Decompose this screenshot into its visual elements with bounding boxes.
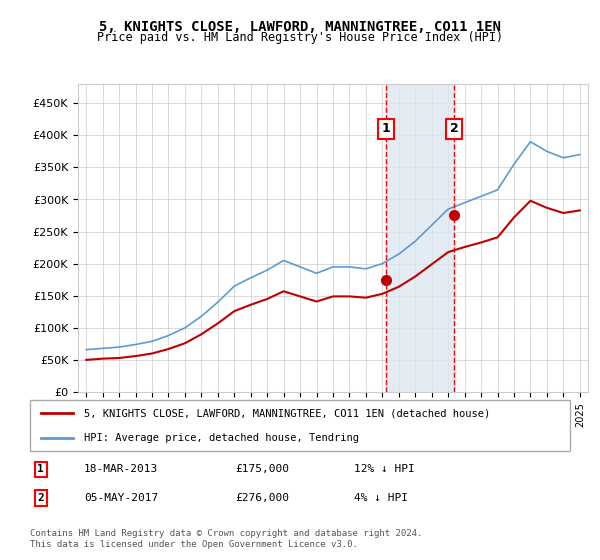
Text: 2: 2	[37, 493, 44, 503]
Text: 2: 2	[449, 123, 458, 136]
Text: 5, KNIGHTS CLOSE, LAWFORD, MANNINGTREE, CO11 1EN (detached house): 5, KNIGHTS CLOSE, LAWFORD, MANNINGTREE, …	[84, 408, 490, 418]
Bar	[386, 84, 454, 392]
Text: 4% ↓ HPI: 4% ↓ HPI	[354, 493, 408, 503]
Text: Price paid vs. HM Land Registry's House Price Index (HPI): Price paid vs. HM Land Registry's House …	[97, 31, 503, 44]
Text: 5, KNIGHTS CLOSE, LAWFORD, MANNINGTREE, CO11 1EN: 5, KNIGHTS CLOSE, LAWFORD, MANNINGTREE, …	[99, 20, 501, 34]
Text: 12% ↓ HPI: 12% ↓ HPI	[354, 464, 415, 474]
Text: 1: 1	[37, 464, 44, 474]
Text: £175,000: £175,000	[235, 464, 289, 474]
Text: 1: 1	[382, 123, 391, 136]
Text: HPI: Average price, detached house, Tendring: HPI: Average price, detached house, Tend…	[84, 433, 359, 443]
Text: Contains HM Land Registry data © Crown copyright and database right 2024.
This d: Contains HM Land Registry data © Crown c…	[30, 529, 422, 549]
FancyBboxPatch shape	[30, 400, 570, 451]
Text: 05-MAY-2017: 05-MAY-2017	[84, 493, 158, 503]
Text: £276,000: £276,000	[235, 493, 289, 503]
Text: 18-MAR-2013: 18-MAR-2013	[84, 464, 158, 474]
